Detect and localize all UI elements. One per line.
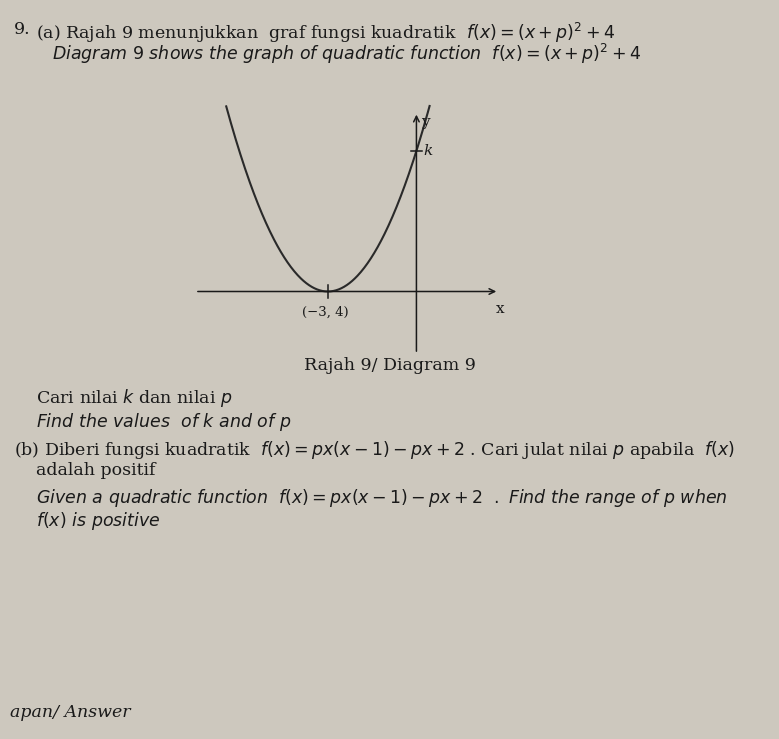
Text: $\it{Diagram\ 9\ shows\ the\ graph\ of\ quadratic\ function}$  $f(x) = (x + p)^2: $\it{Diagram\ 9\ shows\ the\ graph\ of\ …: [52, 42, 641, 66]
Text: 9.: 9.: [14, 21, 30, 38]
Text: adalah positif: adalah positif: [36, 462, 156, 479]
Text: Cari nilai $k$ dan nilai $p$: Cari nilai $k$ dan nilai $p$: [36, 387, 233, 409]
Text: $\it{Find\ the\ values\ \ of\ k\ and\ of\ p}$: $\it{Find\ the\ values\ \ of\ k\ and\ of…: [36, 411, 291, 433]
Text: k: k: [424, 144, 433, 158]
Text: $\it{Given\ a\ quadratic\ function}$  $f(x) = px(x - 1) - px + 2$  $\it{.\  Find: $\it{Given\ a\ quadratic\ function}$ $f(…: [36, 487, 728, 509]
Text: (a) Rajah 9 menunjukkan  graf fungsi kuadratik  $f(x) = (x + p)^2 + 4$: (a) Rajah 9 menunjukkan graf fungsi kuad…: [36, 21, 615, 45]
Text: Rajah 9/ Diagram 9: Rajah 9/ Diagram 9: [304, 357, 475, 374]
Text: $\it{f(x)\ is\ positive}$: $\it{f(x)\ is\ positive}$: [36, 510, 160, 532]
Text: apan/ Answer: apan/ Answer: [10, 704, 131, 721]
Text: (−3, 4): (−3, 4): [301, 305, 348, 319]
Text: (b) Diberi fungsi kuadratik  $f(x) = px(x - 1) - px + 2$ . Cari julat nilai $p$ : (b) Diberi fungsi kuadratik $f(x) = px(x…: [14, 439, 735, 461]
Text: y: y: [421, 115, 429, 129]
Text: x: x: [496, 302, 505, 316]
